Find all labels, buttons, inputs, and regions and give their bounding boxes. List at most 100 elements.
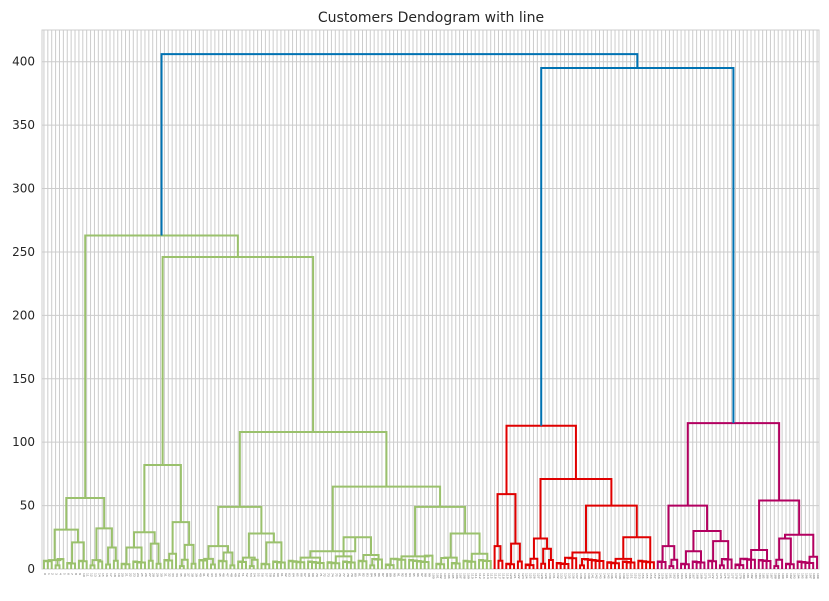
x-tick-label: 59 xyxy=(272,573,276,577)
dendrogram-leaf-link xyxy=(79,560,88,569)
x-tick-label: 136 xyxy=(571,573,575,579)
x-tick-label: 40 xyxy=(198,573,202,577)
x-tick-label: 20 xyxy=(121,573,125,577)
y-tick-label: 0 xyxy=(27,562,35,576)
x-tick-label: 119 xyxy=(505,573,509,579)
x-tick-label: 12 xyxy=(90,573,94,577)
x-tick-label: 153 xyxy=(637,573,641,579)
dendrogram-leaf-link xyxy=(180,558,189,569)
dendrogram-leaf-link xyxy=(331,562,341,569)
x-tick-label: 86 xyxy=(377,573,381,577)
x-tick-label: 100 xyxy=(431,573,435,579)
x-tick-label: 185 xyxy=(762,573,766,579)
x-tick-label: 183 xyxy=(754,573,758,579)
x-tick-label: 25 xyxy=(140,573,144,577)
x-tick-label: 150 xyxy=(626,573,630,579)
x-tick-label: 64 xyxy=(292,573,296,577)
dendrogram-leaf-link xyxy=(262,563,271,569)
x-tick-label: 27 xyxy=(148,573,152,577)
dendrogram-leaf-link xyxy=(709,560,718,569)
x-tick-label: 165 xyxy=(684,573,688,579)
x-tick-label: 93 xyxy=(404,573,408,577)
x-tick-label: 42 xyxy=(206,573,210,577)
x-tick-label: 80 xyxy=(354,573,358,577)
x-tick-label: 194 xyxy=(797,573,801,579)
dendrogram-leaf-link xyxy=(416,560,426,569)
x-tick-label: 101 xyxy=(435,573,439,579)
dendrogram-link xyxy=(160,53,639,236)
x-tick-label: 57 xyxy=(264,573,268,577)
x-tick-label: 77 xyxy=(342,573,346,577)
x-tick-label: 7 xyxy=(70,573,74,575)
x-tick-label: 61 xyxy=(280,573,284,577)
x-tick-label: 14 xyxy=(97,573,101,577)
y-tick-label: 150 xyxy=(12,372,35,386)
x-tick-label: 51 xyxy=(241,573,245,577)
x-tick-label: 30 xyxy=(159,573,163,577)
x-tick-label: 159 xyxy=(661,573,665,579)
dendrogram-link xyxy=(686,422,781,506)
dendrogram-leaf-link xyxy=(691,560,698,569)
x-tick-label: 131 xyxy=(552,573,556,579)
dendrogram-link xyxy=(712,540,730,562)
x-tick-label: 52 xyxy=(245,573,249,577)
x-tick-label: 148 xyxy=(618,573,622,579)
dendrogram-leaf-link xyxy=(326,561,333,569)
x-tick-label: 81 xyxy=(358,573,362,577)
x-tick-label: 88 xyxy=(385,573,389,577)
x-tick-label: 163 xyxy=(676,573,680,579)
x-tick-label: 92 xyxy=(400,573,404,577)
x-tick-label: 171 xyxy=(707,573,711,579)
x-tick-label: 169 xyxy=(700,573,704,579)
x-tick-label: 117 xyxy=(497,573,501,579)
x-tick-label: 181 xyxy=(746,573,750,579)
x-axis: 0 1 2 3 4 5 6 7 8 9 10 11 12 13 14 15 16 17 18 19 20 21 22 23 24… xyxy=(43,573,820,579)
dendrogram-leaf-link xyxy=(786,563,795,569)
x-tick-label: 45 xyxy=(218,573,222,577)
dendrogram-leaf-link xyxy=(68,562,77,569)
x-tick-label: 29 xyxy=(156,573,160,577)
x-tick-label: 97 xyxy=(420,573,424,577)
x-tick-label: 72 xyxy=(323,573,327,577)
dendrogram-link xyxy=(143,464,182,533)
x-tick-label: 187 xyxy=(769,573,773,579)
x-tick-label: 49 xyxy=(233,573,237,577)
x-tick-label: 26 xyxy=(144,573,148,577)
x-tick-label: 137 xyxy=(575,573,579,579)
dendrogram-link xyxy=(692,529,722,552)
dendrogram-link xyxy=(207,545,229,559)
x-tick-label: 141 xyxy=(591,573,595,579)
dendrogram-leaf-link xyxy=(44,560,53,569)
x-tick-label: 55 xyxy=(257,573,261,577)
x-tick-label: 48 xyxy=(229,573,233,577)
x-tick-label: 167 xyxy=(692,573,696,579)
x-tick-label: 161 xyxy=(668,573,672,579)
x-tick-label: 179 xyxy=(738,573,742,579)
x-tick-label: 67 xyxy=(303,573,307,577)
x-tick-label: 114 xyxy=(486,573,490,579)
x-tick-label: 128 xyxy=(540,573,544,579)
x-tick-label: 113 xyxy=(482,573,486,579)
x-tick-label: 168 xyxy=(696,573,700,579)
x-tick-label: 147 xyxy=(614,573,618,579)
x-tick-label: 135 xyxy=(567,573,571,579)
x-tick-label: 19 xyxy=(117,573,121,577)
x-tick-label: 158 xyxy=(657,573,661,579)
x-tick-label: 121 xyxy=(513,573,517,579)
y-tick-label: 400 xyxy=(12,55,35,69)
x-tick-label: 173 xyxy=(715,573,719,579)
x-tick-label: 116 xyxy=(494,573,498,579)
dendrogram-leaf-link xyxy=(746,558,756,569)
dendrogram-link xyxy=(299,556,322,564)
x-tick-label: 34 xyxy=(175,573,179,577)
x-tick-label: 53 xyxy=(249,573,253,577)
x-tick-label: 71 xyxy=(319,573,323,577)
x-tick-label: 177 xyxy=(731,573,735,579)
x-tick-label: 138 xyxy=(579,573,583,579)
dendrogram-link xyxy=(309,537,357,558)
x-tick-label: 60 xyxy=(276,573,280,577)
x-tick-label: 111 xyxy=(474,573,478,579)
x-tick-label: 130 xyxy=(548,573,552,579)
x-tick-label: 38 xyxy=(191,573,195,577)
x-tick-label: 115 xyxy=(490,573,494,579)
